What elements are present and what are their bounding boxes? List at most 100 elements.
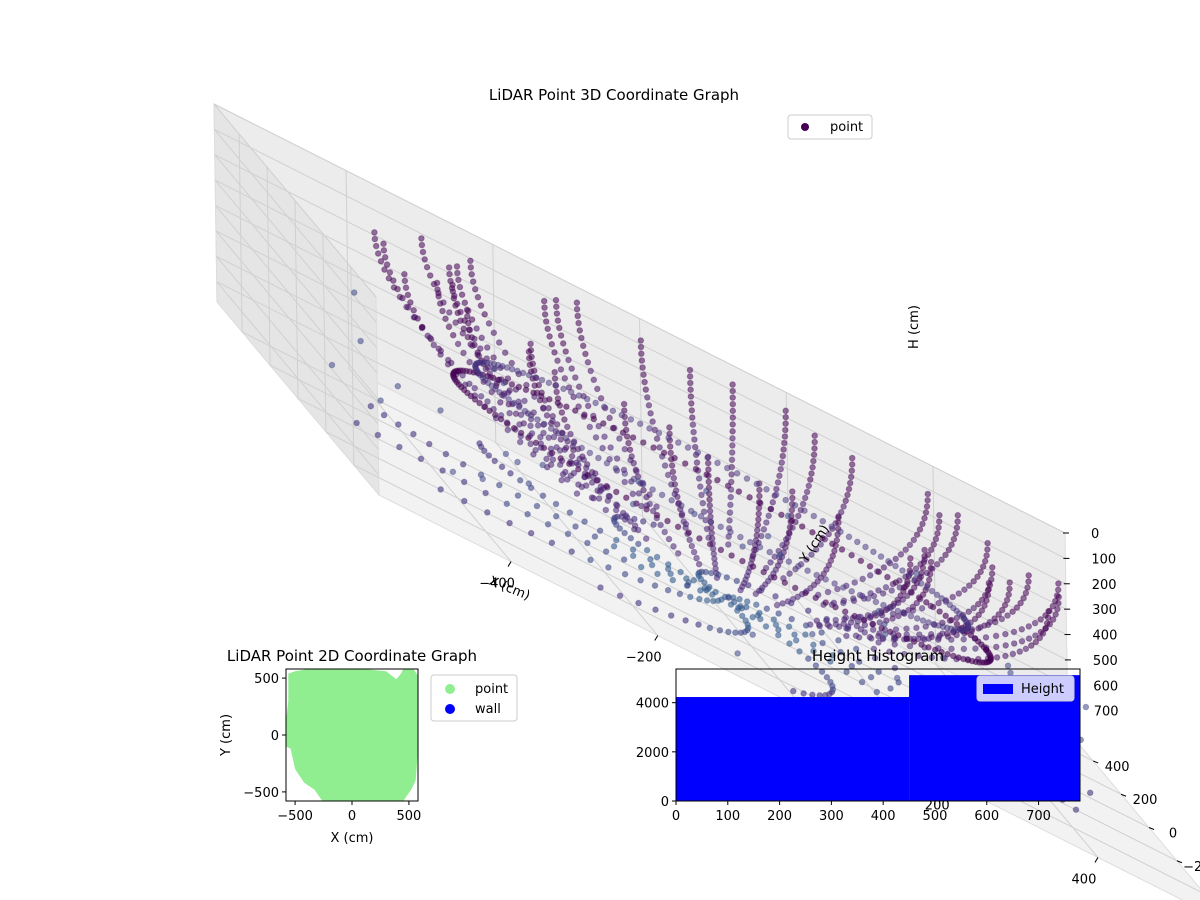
y-tick-label: 0 bbox=[271, 729, 279, 744]
point-marker bbox=[1006, 585, 1013, 593]
grid-x bbox=[492, 244, 659, 636]
point-marker bbox=[643, 546, 651, 554]
point-marker bbox=[967, 631, 975, 639]
point-marker bbox=[449, 331, 457, 339]
point-marker bbox=[935, 634, 943, 642]
y-tick-label: 400 bbox=[1105, 760, 1130, 775]
point-marker bbox=[690, 428, 697, 436]
point-marker bbox=[953, 620, 961, 628]
point-marker bbox=[436, 300, 444, 307]
point-marker bbox=[803, 488, 811, 496]
point-marker bbox=[540, 429, 547, 437]
point-marker bbox=[578, 444, 586, 452]
point-marker bbox=[725, 628, 732, 636]
point-marker bbox=[852, 645, 860, 653]
point-marker bbox=[930, 541, 938, 548]
point-marker bbox=[886, 628, 894, 636]
point-marker bbox=[775, 631, 782, 639]
grid-z bbox=[214, 128, 1066, 559]
point-marker bbox=[724, 482, 732, 490]
point-marker bbox=[885, 558, 892, 565]
point-marker bbox=[601, 433, 608, 441]
point-marker bbox=[693, 459, 701, 466]
point-marker bbox=[807, 476, 814, 483]
point-marker bbox=[687, 386, 694, 394]
x-tick-label: 700 bbox=[1026, 809, 1051, 824]
grid-z bbox=[213, 103, 1066, 534]
point-marker bbox=[899, 596, 907, 603]
point-marker bbox=[931, 646, 939, 654]
point-marker bbox=[933, 591, 941, 599]
point-marker bbox=[639, 481, 647, 488]
point-marker bbox=[729, 381, 736, 388]
point-marker bbox=[837, 648, 844, 656]
point-marker bbox=[698, 491, 705, 499]
point-marker bbox=[814, 578, 821, 585]
point-marker bbox=[647, 410, 654, 417]
point-marker bbox=[525, 348, 533, 356]
point-marker bbox=[848, 588, 856, 595]
point-marker bbox=[860, 617, 868, 624]
point-marker bbox=[505, 396, 513, 403]
point-marker bbox=[782, 496, 790, 504]
point-marker bbox=[970, 604, 978, 612]
point-marker bbox=[490, 354, 497, 361]
point-marker bbox=[450, 295, 458, 302]
point-marker bbox=[582, 350, 589, 358]
point-marker bbox=[688, 407, 696, 414]
point-marker bbox=[521, 407, 529, 415]
point-marker bbox=[477, 302, 485, 309]
point-marker bbox=[573, 490, 581, 497]
point-marker bbox=[607, 444, 614, 451]
point-marker bbox=[548, 539, 556, 547]
point-marker bbox=[686, 366, 694, 374]
point-marker bbox=[635, 540, 642, 548]
point-marker bbox=[749, 631, 757, 639]
point-marker bbox=[729, 428, 736, 435]
point-marker bbox=[725, 594, 732, 602]
point-marker bbox=[841, 616, 848, 623]
point-marker bbox=[684, 582, 692, 589]
point-marker bbox=[637, 563, 645, 571]
point-marker bbox=[613, 521, 620, 529]
point-marker bbox=[482, 365, 490, 373]
point-marker bbox=[1031, 619, 1039, 627]
point-marker bbox=[439, 467, 446, 474]
point-marker bbox=[845, 533, 853, 541]
point-marker bbox=[848, 551, 855, 559]
point-marker bbox=[948, 616, 955, 624]
point-marker bbox=[380, 411, 388, 419]
point-marker bbox=[891, 641, 899, 648]
point-marker bbox=[919, 617, 927, 624]
chart-2d-legend-marker-wall bbox=[445, 704, 455, 714]
point-marker bbox=[613, 488, 620, 496]
point-marker bbox=[697, 575, 705, 583]
point-marker bbox=[756, 492, 763, 500]
point-marker bbox=[516, 477, 524, 484]
point-marker bbox=[681, 460, 689, 467]
point-marker bbox=[835, 513, 842, 520]
point-marker bbox=[785, 558, 793, 565]
point-marker bbox=[809, 630, 816, 638]
point-marker bbox=[452, 302, 459, 309]
chart-2d-ylabel: Y (cm) bbox=[219, 714, 234, 757]
point-marker bbox=[676, 590, 684, 598]
point-marker bbox=[922, 509, 930, 516]
x-tick-label: 500 bbox=[923, 809, 948, 824]
point-marker bbox=[995, 611, 1003, 618]
point-marker bbox=[564, 530, 572, 538]
point-marker bbox=[818, 668, 826, 676]
point-marker bbox=[812, 662, 820, 669]
z-tick-label: 700 bbox=[1094, 705, 1119, 720]
point-marker bbox=[794, 593, 802, 601]
point-marker bbox=[703, 471, 710, 478]
point-marker bbox=[789, 488, 796, 495]
point-marker bbox=[445, 323, 453, 331]
point-marker bbox=[786, 523, 794, 531]
point-marker bbox=[691, 443, 699, 451]
point-marker bbox=[857, 557, 865, 565]
point-marker bbox=[651, 426, 659, 434]
point-marker bbox=[811, 438, 819, 446]
y-tick-mark bbox=[1176, 860, 1183, 864]
point-marker bbox=[502, 450, 510, 458]
